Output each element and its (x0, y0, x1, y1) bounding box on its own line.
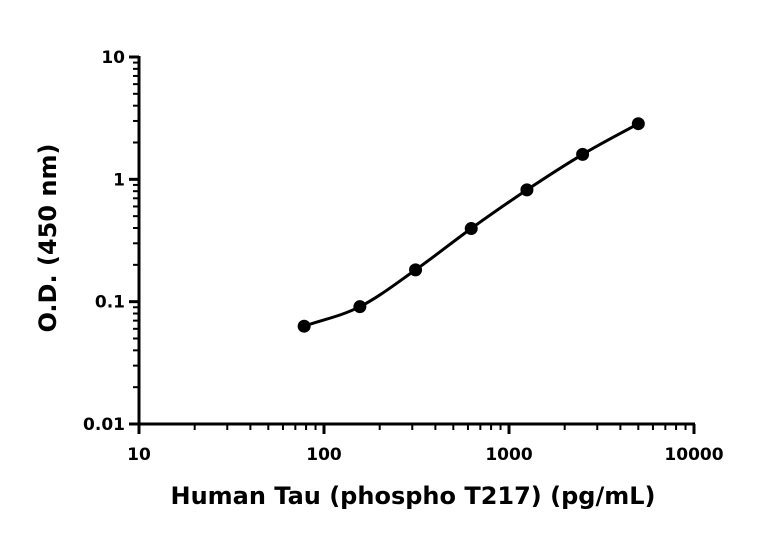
x-axis (137, 422, 696, 434)
y-tick-label: 0.1 (95, 293, 125, 313)
data-point (353, 300, 367, 314)
x-axis-title: Human Tau (phospho T217) (pg/mL) (170, 482, 655, 510)
data-points (297, 117, 645, 333)
x-tick-label: 10000 (664, 445, 723, 465)
y-tick-label: 1 (113, 170, 125, 190)
x-tick-labels: 10 100 1000 10000 (127, 445, 724, 465)
x-tick-label: 1000 (485, 445, 532, 465)
data-point (464, 222, 478, 236)
data-point (631, 117, 645, 131)
y-tick-label: 0.01 (83, 415, 125, 435)
data-point (297, 319, 311, 333)
data-point (576, 147, 590, 161)
y-axis (129, 55, 141, 426)
data-point (520, 183, 534, 197)
y-axis-title: O.D. (450 nm) (34, 144, 62, 333)
data-point (409, 263, 423, 277)
y-tick-labels: 0.01 0.1 1 10 (83, 48, 125, 435)
y-tick-label: 10 (101, 48, 125, 68)
x-tick-label: 100 (306, 445, 342, 465)
x-tick-label: 10 (127, 445, 151, 465)
